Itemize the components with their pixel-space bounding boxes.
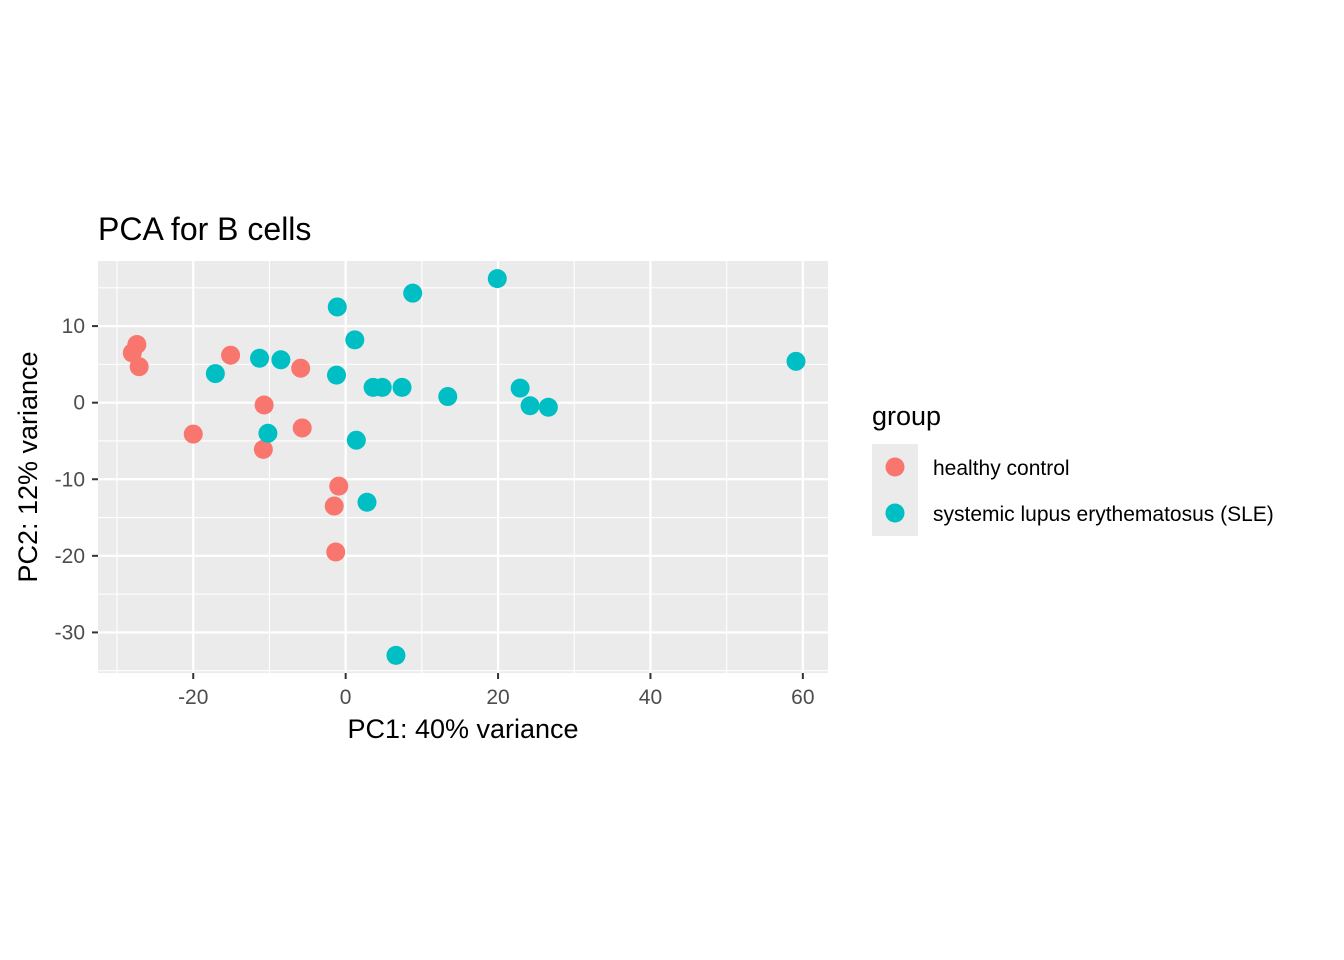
legend-label-healthy-control: healthy control	[933, 457, 1070, 480]
point-sle	[258, 423, 278, 443]
legend-key-sle	[885, 503, 905, 523]
point-sle	[510, 378, 530, 398]
y-tick-label: 10	[62, 315, 85, 338]
legend: group healthy control systemic lupus ery…	[872, 401, 1274, 536]
point-sle	[327, 365, 347, 385]
point-healthy-control	[253, 439, 273, 459]
x-tick-label: 0	[340, 686, 352, 709]
point-sle	[538, 397, 558, 417]
legend-title: group	[872, 401, 941, 431]
point-healthy-control	[129, 357, 149, 377]
point-healthy-control	[291, 358, 311, 378]
y-tick-label: -20	[55, 545, 85, 568]
x-axis: -20 0 20 40 60	[178, 673, 815, 709]
legend-key-healthy-control	[885, 457, 905, 477]
point-sle	[357, 492, 377, 512]
point-sle	[403, 283, 423, 303]
point-healthy-control	[221, 345, 241, 365]
y-axis-title: PC2: 12% variance	[13, 351, 43, 582]
point-sle	[250, 348, 270, 368]
y-tick-label: 0	[73, 392, 85, 415]
point-sle	[487, 269, 507, 289]
point-sle	[205, 364, 225, 384]
point-sle	[786, 351, 806, 371]
point-sle	[327, 297, 347, 317]
point-healthy-control	[326, 542, 346, 562]
data-points	[122, 269, 806, 665]
major-gridlines	[98, 261, 828, 673]
point-healthy-control	[324, 496, 344, 516]
point-healthy-control	[329, 476, 349, 496]
point-sle	[438, 387, 458, 407]
point-sle	[520, 396, 540, 416]
x-axis-title: PC1: 40% variance	[347, 714, 578, 744]
x-tick-label: 40	[639, 686, 662, 709]
legend-label-sle: systemic lupus erythematosus (SLE)	[933, 503, 1274, 526]
point-sle	[372, 377, 392, 397]
point-sle	[345, 330, 365, 350]
y-tick-label: -10	[55, 468, 85, 491]
x-tick-label: -20	[178, 686, 208, 709]
point-healthy-control	[254, 395, 274, 415]
minor-gridlines	[98, 261, 828, 673]
plot-panel	[98, 261, 828, 673]
point-healthy-control	[292, 418, 312, 438]
x-tick-label: 60	[791, 686, 814, 709]
y-axis: -30 -20 -10 0 10	[55, 315, 98, 644]
x-tick-label: 20	[486, 686, 509, 709]
point-healthy-control	[183, 424, 203, 444]
point-sle	[346, 430, 366, 450]
point-sle	[271, 350, 291, 370]
point-sle	[392, 377, 412, 397]
y-tick-label: -30	[55, 621, 85, 644]
point-sle	[386, 645, 406, 665]
chart-title: PCA for B cells	[98, 211, 311, 247]
